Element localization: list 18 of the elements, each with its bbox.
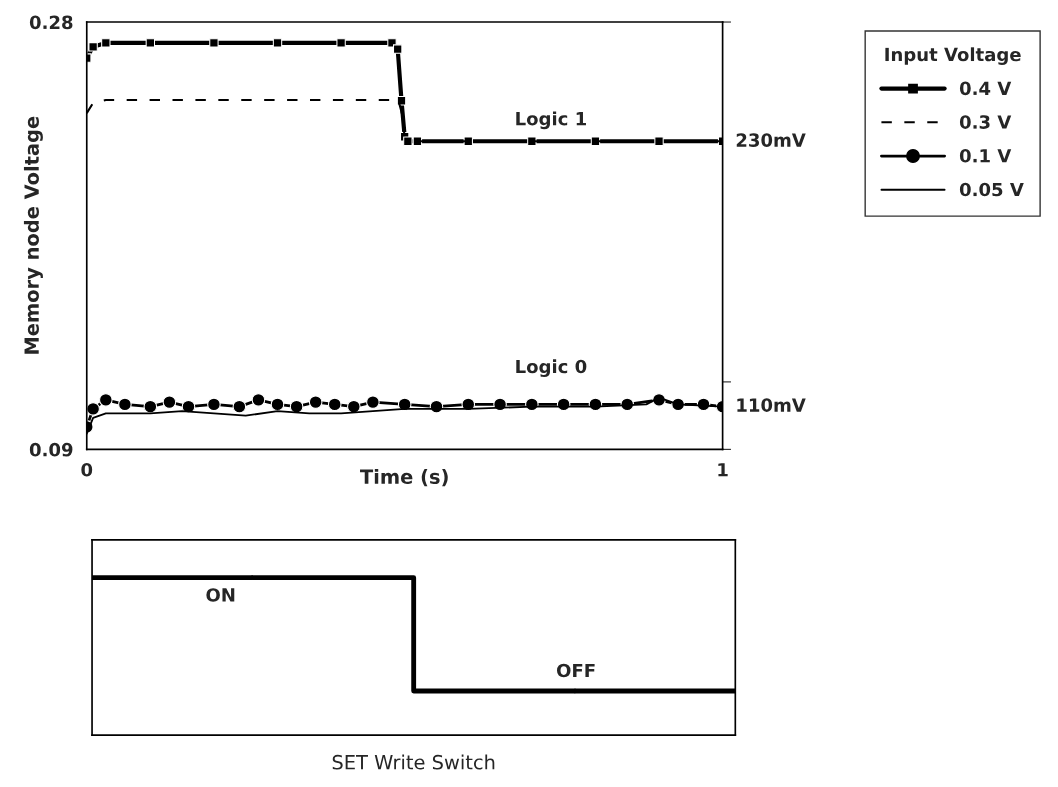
annotation: OFF <box>556 663 595 678</box>
text: 110mV <box>737 398 806 412</box>
text: 230mV <box>736 133 806 147</box>
legend-label: 0.4 V <box>959 81 1012 96</box>
legend-label: 0.1 V <box>959 148 1012 163</box>
x-tick-label: 0 <box>81 462 93 477</box>
legend-label: 0.05 V <box>959 182 1024 197</box>
annotation: ON <box>206 588 235 602</box>
legend-label: 0.3 V <box>959 115 1012 129</box>
x-tick-label: 1 <box>718 463 728 477</box>
y-axis-title: Memory node Voltage <box>23 116 43 354</box>
annotation: Logic 0 <box>516 359 587 377</box>
y-tick-label: 0.09 <box>29 442 73 457</box>
x-axis-title: SET Write Switch <box>332 754 495 770</box>
y-tick-label: 0.28 <box>29 15 73 30</box>
legend-title: Input Voltage <box>885 47 1021 65</box>
x-axis-title: Time (s) <box>360 468 448 487</box>
annotation: Logic 1 <box>516 111 586 130</box>
